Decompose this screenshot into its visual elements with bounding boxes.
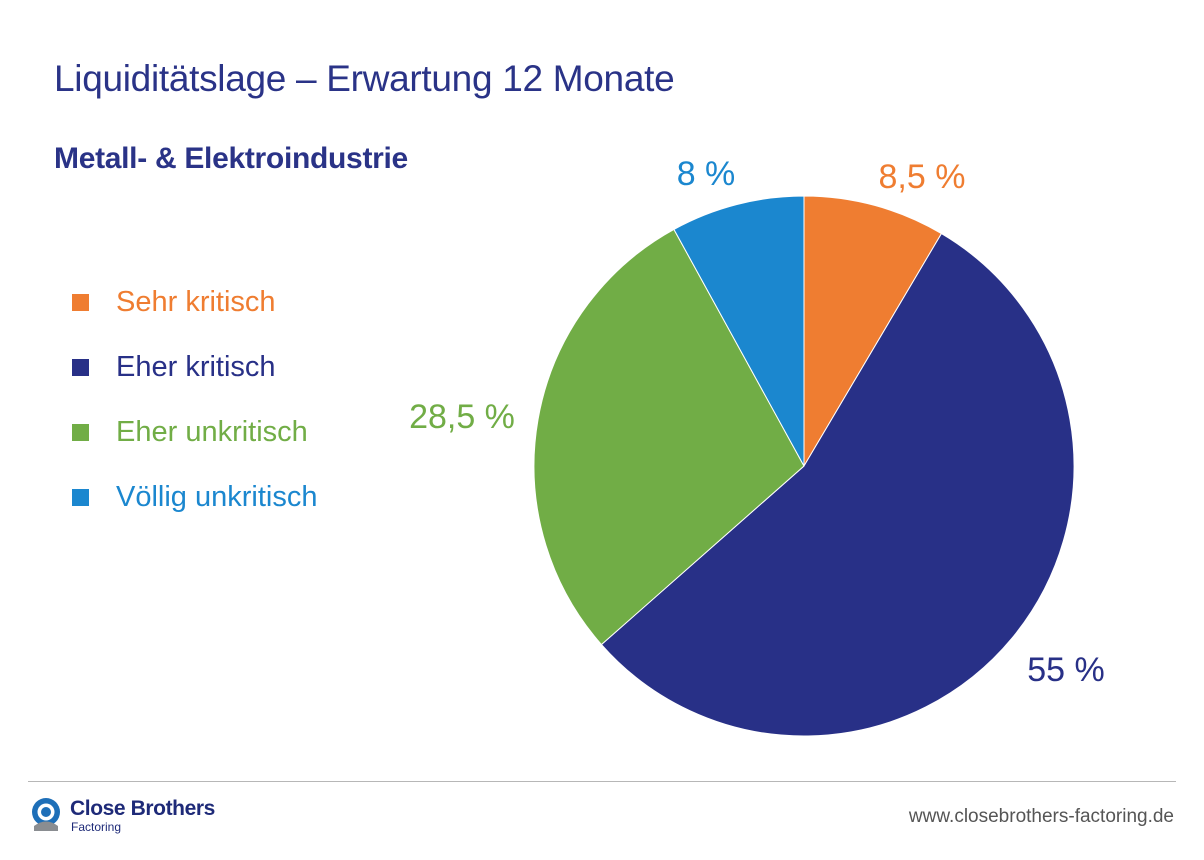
pie-slice — [600, 232, 1075, 737]
page-subtitle: Metall- & Elektroindustrie — [54, 142, 408, 175]
legend-label: Eher kritisch — [116, 351, 276, 383]
legend-item: Völlig unkritisch — [72, 465, 317, 530]
chart-legend: Sehr kritisch Eher kritisch Eher unkritisc… — [72, 270, 317, 530]
page-title: Liquiditätslage – Erwartung 12 Monate — [54, 58, 675, 99]
legend-swatch — [72, 489, 89, 506]
pie-slice — [673, 195, 805, 467]
slice-value-label: 8,5 % — [879, 158, 966, 196]
legend-label: Völlig unkritisch — [116, 481, 318, 513]
legend-swatch — [72, 359, 89, 376]
legend-label: Sehr kritisch — [116, 286, 276, 318]
legend-swatch — [72, 424, 89, 441]
legend-item: Eher kritisch — [72, 335, 317, 400]
brand-subtitle: Factoring — [71, 820, 122, 834]
legend-swatch — [72, 294, 89, 311]
close-brothers-logo-icon — [32, 798, 60, 831]
legend-item: Eher unkritisch — [72, 400, 317, 465]
footer-divider — [28, 781, 1176, 782]
legend-item: Sehr kritisch — [72, 270, 317, 335]
pie-slice — [803, 195, 943, 468]
legend-label: Eher unkritisch — [116, 416, 308, 448]
slice-value-label: 28,5 % — [409, 398, 515, 436]
slice-value-label: 8 % — [677, 155, 736, 193]
pie-slice — [533, 228, 805, 646]
brand-logo: Close Brothers Factoring — [30, 797, 215, 834]
slice-value-label: 55 % — [1027, 651, 1105, 689]
website-link[interactable]: www.closebrothers-factoring.de — [908, 806, 1174, 827]
brand-name: Close Brothers — [70, 797, 215, 820]
